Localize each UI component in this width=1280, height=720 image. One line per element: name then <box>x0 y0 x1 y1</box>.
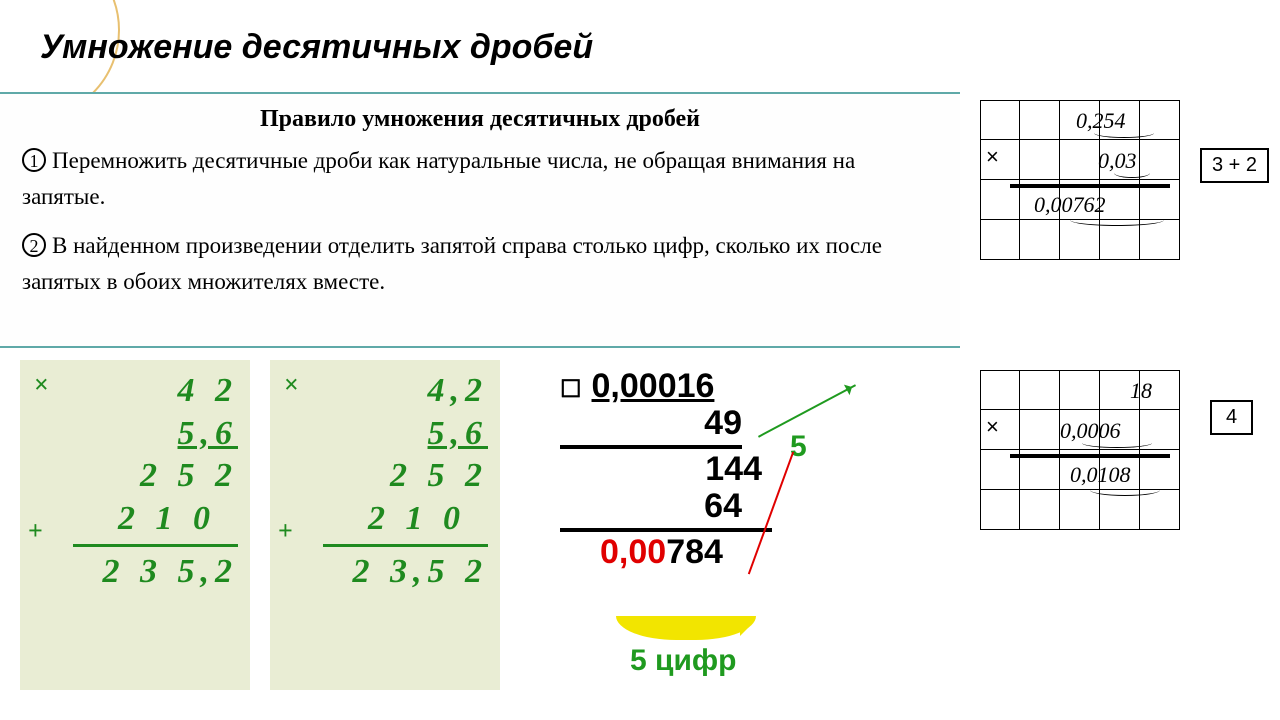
rules-box: Правило умножения десятичных дробей 1Пер… <box>0 92 960 348</box>
divider <box>560 528 772 532</box>
mid-top: 0,00016 <box>592 367 715 405</box>
digit-count-box-top: 3 + 2 <box>1200 148 1269 183</box>
bottom-grid-n1: 18 <box>1130 378 1152 404</box>
gr-a: 4,2 <box>282 370 488 413</box>
rule-number-2: 2 <box>22 233 46 257</box>
gl-a: 4 2 <box>32 370 238 413</box>
gr-res: 2 3,5 2 <box>282 551 488 594</box>
rule-2: 2В найденном произведении отделить запят… <box>22 228 938 299</box>
mid-mult: 49 <box>560 405 742 442</box>
five-label: 5 <box>790 430 807 464</box>
rule-1-text: Перемножить десятичные дроби как натурал… <box>22 148 855 209</box>
gr-p1: 2 5 2 <box>282 455 488 498</box>
calc-grid-top: 0,254 × 0,03 0,00762 <box>980 100 1180 300</box>
divider <box>323 544 488 547</box>
mid-rest: 784 <box>666 533 723 571</box>
mid-l2: 64 <box>560 488 742 525</box>
green-example-right: × 4,2 5,6 + 2 5 2 2 1 0 2 3,5 2 <box>270 360 500 690</box>
gr-p2: 2 1 0 <box>282 498 488 541</box>
mult-sign-icon: × <box>986 414 999 440</box>
mid-caption: 5 цифр <box>630 644 736 678</box>
green-example-left: × 4 2 5,6 + 2 5 2 2 1 0 2 3 5,2 <box>20 360 250 690</box>
rule-2-text: В найденном произведении отделить запято… <box>22 233 882 294</box>
mid-l1: 144 <box>560 451 762 488</box>
yellow-brace-icon <box>616 616 756 640</box>
rule-1: 1Перемножить десятичные дроби как натура… <box>22 143 938 214</box>
gr-b: 5,6 <box>282 413 488 456</box>
middle-example: ☐0,00016 49 144 64 0,00784 5 5 цифр <box>560 368 860 571</box>
rules-heading: Правило умножения десятичных дробей <box>22 106 938 133</box>
calc-grid-bottom: 18 × 0,0006 0,0108 <box>980 370 1180 570</box>
gl-b: 5,6 <box>32 413 238 456</box>
gl-res: 2 3 5,2 <box>32 551 238 594</box>
mid-zeros: 0,00 <box>600 533 666 571</box>
divider <box>560 445 742 449</box>
rule-number-1: 1 <box>22 148 46 172</box>
digit-count-box-bottom: 4 <box>1210 400 1253 435</box>
gl-p2: 2 1 0 <box>32 498 238 541</box>
page-title: Умножение десятичных дробей <box>40 28 593 67</box>
mult-sign-icon: × <box>986 144 999 170</box>
gl-p1: 2 5 2 <box>32 455 238 498</box>
divider <box>73 544 238 547</box>
